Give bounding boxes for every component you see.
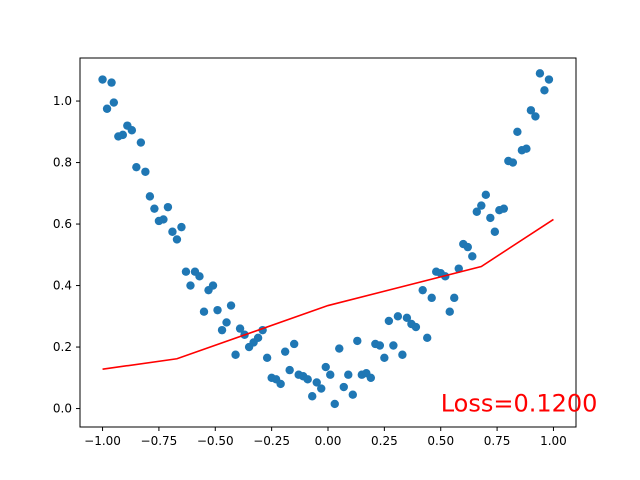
scatter-point-86 xyxy=(486,213,495,223)
scatter-point-3 xyxy=(109,98,119,107)
y-tick-label: 0.6 xyxy=(53,217,72,231)
scatter-point-96 xyxy=(531,112,540,121)
scatter-point-66 xyxy=(393,312,403,321)
scatter-point-5 xyxy=(118,130,128,140)
scatter-point-56 xyxy=(348,390,357,399)
scatter-series xyxy=(98,69,554,409)
scatter-point-8 xyxy=(132,162,141,172)
scatter-point-60 xyxy=(366,373,376,382)
scatter-point-84 xyxy=(477,201,486,210)
scatter-point-29 xyxy=(226,301,236,310)
scatter-point-37 xyxy=(262,353,272,363)
x-tick-label: 0.75 xyxy=(484,434,511,448)
scatter-point-17 xyxy=(172,235,182,244)
scatter-point-2 xyxy=(107,78,116,87)
y-tick-label: 0.8 xyxy=(53,156,72,170)
scatter-point-42 xyxy=(285,365,294,375)
scatter-point-79 xyxy=(454,264,463,273)
scatter-point-81 xyxy=(463,242,472,252)
x-tick-label: −0.50 xyxy=(197,434,234,448)
x-tick-label: −0.25 xyxy=(253,434,290,448)
x-tick-label: −1.00 xyxy=(84,434,121,448)
scatter-point-68 xyxy=(402,313,412,323)
scatter-point-47 xyxy=(308,392,317,401)
scatter-point-40 xyxy=(276,379,285,389)
scatter-point-92 xyxy=(513,127,522,136)
x-tick-label: −0.75 xyxy=(141,434,178,448)
scatter-point-28 xyxy=(222,318,231,327)
scatter-point-11 xyxy=(145,192,155,201)
scatter-point-18 xyxy=(177,222,186,232)
scatter-point-19 xyxy=(181,267,191,276)
scatter-point-97 xyxy=(535,69,545,78)
scatter-point-25 xyxy=(208,281,218,290)
scatter-point-82 xyxy=(468,252,477,261)
x-tick-label: 0.00 xyxy=(315,434,342,448)
scatter-point-89 xyxy=(499,204,509,213)
scatter-point-9 xyxy=(136,138,146,147)
scatter-point-72 xyxy=(423,333,432,343)
scatter-point-22 xyxy=(195,272,204,281)
scatter-point-65 xyxy=(389,341,398,350)
scatter-point-12 xyxy=(150,204,159,213)
scatter-point-31 xyxy=(235,324,245,333)
y-tick-label: 0.0 xyxy=(53,402,72,416)
scatter-point-14 xyxy=(159,215,168,224)
scatter-point-35 xyxy=(253,333,263,343)
scatter-point-54 xyxy=(339,382,348,392)
scatter-point-94 xyxy=(522,144,531,153)
tick-marks: −1.00 −0.75 −0.50 −0.25 0.00 0.25 0.50 0.75 1.00… xyxy=(53,94,567,448)
y-tick-label: 0.4 xyxy=(53,279,72,293)
scatter-point-67 xyxy=(398,350,407,359)
x-tick-label: 1.00 xyxy=(540,434,567,448)
scatter-point-71 xyxy=(418,285,427,295)
scatter-point-27 xyxy=(217,325,227,335)
x-tick-label: 0.25 xyxy=(371,434,398,448)
scatter-point-1 xyxy=(102,104,112,113)
scatter-point-20 xyxy=(186,281,195,290)
scatter-point-55 xyxy=(344,370,353,379)
scatter-point-10 xyxy=(141,167,150,176)
scatter-point-50 xyxy=(321,362,330,372)
scatter-point-52 xyxy=(330,399,339,409)
scatter-point-99 xyxy=(544,75,554,84)
scatter-point-98 xyxy=(540,86,549,95)
y-tick-label: 0.2 xyxy=(53,340,72,354)
scatter-point-62 xyxy=(375,341,385,350)
scatter-point-51 xyxy=(326,370,335,379)
scatter-point-57 xyxy=(353,336,362,346)
fit-line-series xyxy=(102,218,554,370)
scatter-point-63 xyxy=(380,353,389,363)
scatter-point-16 xyxy=(168,227,177,236)
scatter-point-49 xyxy=(317,384,326,393)
scatter-point-7 xyxy=(127,126,137,135)
scatter-point-95 xyxy=(526,106,536,115)
scatter-point-85 xyxy=(481,190,491,200)
scatter-point-23 xyxy=(199,307,209,316)
scatter-point-30 xyxy=(231,350,240,359)
scatter-point-87 xyxy=(490,227,500,236)
fit-line xyxy=(102,218,554,370)
scatter-point-83 xyxy=(472,207,481,216)
loss-annotation: Loss=0.1200 xyxy=(441,390,598,418)
scatter-point-26 xyxy=(213,305,222,315)
scatter-point-70 xyxy=(411,322,421,332)
scatter-point-0 xyxy=(98,75,107,84)
scatter-point-43 xyxy=(289,339,299,349)
scatter-point-73 xyxy=(427,293,436,303)
scatter-point-41 xyxy=(280,347,290,356)
annotation-layer: Loss=0.1200 xyxy=(441,390,598,418)
scatter-point-64 xyxy=(384,316,394,326)
x-tick-label: 0.50 xyxy=(427,434,454,448)
scatter-point-15 xyxy=(163,202,173,212)
scatter-point-78 xyxy=(450,293,459,303)
scatter-point-91 xyxy=(508,158,518,167)
scatter-point-48 xyxy=(312,378,321,387)
scatter-point-77 xyxy=(445,307,454,316)
scatter-point-46 xyxy=(303,375,312,384)
y-tick-label: 1.0 xyxy=(53,94,72,108)
scatter-point-53 xyxy=(335,344,344,353)
